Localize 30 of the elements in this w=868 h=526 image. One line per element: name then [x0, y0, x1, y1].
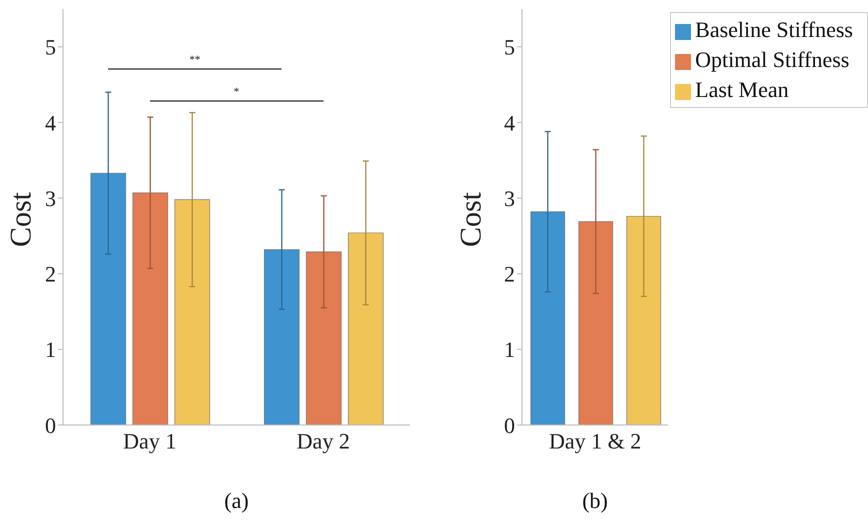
x-tick-label: Day 1 & 2 [548, 428, 642, 454]
y-axis-title: Cost [4, 191, 38, 247]
y-tick-label: 1 [45, 337, 56, 362]
text: (b) [582, 488, 608, 513]
bar [264, 249, 300, 425]
y-tick-label: 4 [504, 110, 515, 136]
legend-label: Last Mean [695, 77, 789, 102]
y-tick-label: 0 [504, 412, 515, 438]
y-tick-label: 0 [45, 412, 56, 438]
annotation: * [232, 86, 240, 98]
bar [306, 251, 342, 425]
x-tick-label: Day 1 [123, 428, 176, 454]
y-tick-label: 2 [45, 262, 56, 287]
bar [90, 172, 126, 425]
y-tick-label: 2 [504, 262, 515, 287]
legend-label: Optimal Stiffness [695, 47, 850, 72]
y-tick-label: 1 [504, 337, 515, 362]
y-tick-label: 5 [504, 34, 515, 60]
y-tick-label: 3 [45, 186, 56, 211]
bar [348, 232, 384, 425]
y-tick-label: 5 [45, 34, 56, 60]
y-tick-label: 3 [504, 186, 515, 211]
y-tick-label: 4 [45, 110, 56, 136]
legend-label: Baseline Stiffness [695, 17, 853, 42]
x-tick-label: Day 2 [296, 428, 350, 454]
y-axis-title: Cost [454, 191, 488, 247]
annotation: ** [188, 54, 202, 66]
text: (a) [224, 488, 249, 513]
bar [132, 192, 168, 425]
bar [174, 199, 210, 425]
